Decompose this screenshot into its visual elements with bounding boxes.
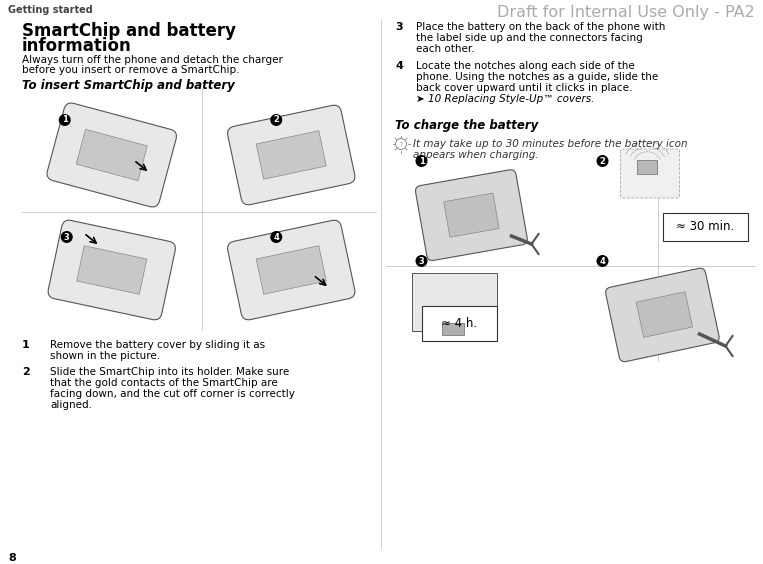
Text: appears when charging.: appears when charging. [413, 150, 539, 160]
Text: Draft for Internal Use Only - PA2: Draft for Internal Use Only - PA2 [497, 5, 755, 20]
Bar [77, 246, 146, 294]
FancyBboxPatch shape [47, 103, 176, 207]
Text: information: information [22, 37, 132, 55]
Text: SmartChip and battery: SmartChip and battery [22, 22, 236, 40]
Text: before you insert or remove a SmartChip.: before you insert or remove a SmartChip. [22, 65, 240, 75]
Bar [256, 131, 327, 179]
Text: Place the battery on the back of the phone with: Place the battery on the back of the pho… [416, 22, 665, 32]
Text: To charge the battery: To charge the battery [395, 119, 538, 132]
Text: 2: 2 [273, 116, 279, 125]
Circle shape [59, 114, 71, 126]
Text: 8: 8 [8, 553, 16, 563]
Bar [442, 323, 463, 335]
FancyBboxPatch shape [620, 149, 680, 198]
Text: ≈ 30 min.: ≈ 30 min. [676, 221, 734, 233]
Text: ➤ 10 Replacing Style-Up™ covers.: ➤ 10 Replacing Style-Up™ covers. [416, 94, 594, 104]
Text: shown in the picture.: shown in the picture. [50, 351, 160, 361]
FancyBboxPatch shape [606, 268, 720, 362]
Bar [76, 129, 147, 180]
Text: facing down, and the cut off corner is correctly: facing down, and the cut off corner is c… [50, 389, 295, 399]
Text: It may take up to 30 minutes before the battery icon: It may take up to 30 minutes before the … [413, 139, 687, 149]
Text: aligned.: aligned. [50, 400, 92, 410]
Text: 4: 4 [273, 232, 279, 241]
Circle shape [61, 231, 72, 243]
Circle shape [270, 231, 282, 243]
Text: phone. Using the notches as a guide, slide the: phone. Using the notches as a guide, sli… [416, 72, 658, 82]
FancyBboxPatch shape [227, 105, 355, 205]
Text: 3: 3 [395, 22, 403, 32]
FancyBboxPatch shape [416, 170, 527, 261]
Text: 4: 4 [600, 257, 605, 266]
Text: Locate the notches along each side of the: Locate the notches along each side of th… [416, 61, 635, 71]
Text: 1: 1 [22, 340, 30, 350]
FancyBboxPatch shape [227, 220, 355, 320]
Text: 4: 4 [395, 61, 403, 71]
FancyBboxPatch shape [411, 273, 497, 331]
FancyBboxPatch shape [662, 213, 748, 241]
Text: back cover upward until it clicks in place.: back cover upward until it clicks in pla… [416, 83, 633, 93]
Text: Slide the SmartChip into its holder. Make sure: Slide the SmartChip into its holder. Mak… [50, 367, 289, 377]
Text: 1: 1 [419, 156, 424, 165]
Text: Always turn off the phone and detach the charger: Always turn off the phone and detach the… [22, 55, 283, 65]
Circle shape [416, 255, 427, 267]
Text: 1: 1 [62, 116, 68, 125]
Text: the label side up and the connectors facing: the label side up and the connectors fac… [416, 33, 642, 43]
Circle shape [597, 155, 609, 167]
Text: that the gold contacts of the SmartChip are: that the gold contacts of the SmartChip … [50, 378, 278, 388]
Text: ?: ? [400, 142, 402, 147]
Bar [636, 292, 693, 337]
Text: Remove the battery cover by sliding it as: Remove the battery cover by sliding it a… [50, 340, 265, 350]
Text: To insert SmartChip and battery: To insert SmartChip and battery [22, 79, 235, 92]
Text: 3: 3 [64, 232, 69, 241]
FancyBboxPatch shape [48, 220, 175, 320]
Text: 2: 2 [600, 156, 605, 165]
Bar [637, 160, 657, 174]
Text: each other.: each other. [416, 44, 475, 54]
Text: ≈ 4 h.: ≈ 4 h. [441, 317, 477, 330]
Text: 3: 3 [419, 257, 424, 266]
Bar [256, 246, 327, 294]
FancyBboxPatch shape [421, 306, 497, 341]
Bar [443, 193, 499, 237]
Circle shape [597, 255, 609, 267]
Text: Getting started: Getting started [8, 5, 93, 15]
Circle shape [416, 155, 427, 167]
Circle shape [270, 114, 282, 126]
Text: 2: 2 [22, 367, 30, 377]
